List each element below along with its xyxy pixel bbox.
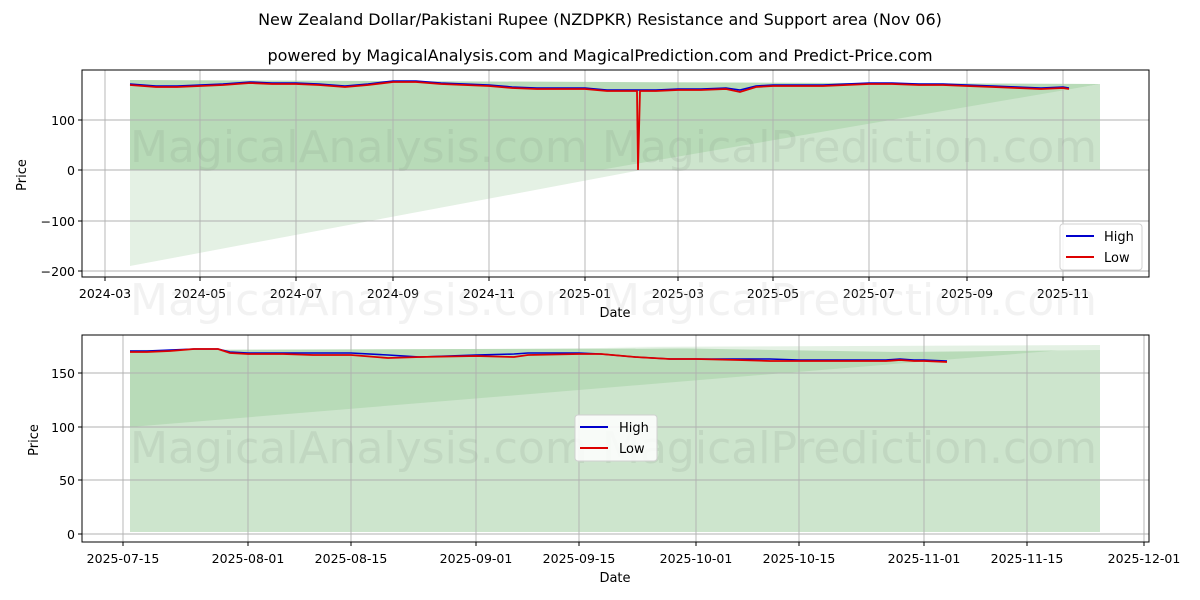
- x-tick-label: 2025-08-01: [212, 551, 285, 566]
- x-tick-label: 2025-07: [843, 286, 895, 301]
- x-tick-label: 2025-08-15: [315, 551, 388, 566]
- x-tick-label: 2025-10-15: [763, 551, 836, 566]
- y-tick-label: 50: [59, 473, 75, 488]
- x-tick-label: 2025-11-01: [888, 551, 961, 566]
- bottom-legend: High Low: [574, 414, 658, 462]
- upper-wedge-light: [600, 345, 1100, 352]
- x-axis-label: Date: [599, 571, 630, 586]
- watermark-prediction: MagicalPrediction.com: [602, 122, 1097, 173]
- y-tick-label: 150: [51, 366, 75, 381]
- x-tick-label: 2025-09-01: [440, 551, 513, 566]
- x-tick-label: 2025-01: [559, 286, 611, 301]
- watermark-analysis: MagicalAnalysis.com: [130, 423, 588, 474]
- top-axes-frame: [81, 69, 1150, 278]
- y-tick-label: 100: [51, 113, 75, 128]
- x-tick-label: 2025-11: [1037, 286, 1089, 301]
- y-tick-label: −200: [41, 264, 75, 279]
- x-tick-label: 2024-09: [367, 286, 419, 301]
- bottom-chart: MagicalAnalysis.com MagicalPrediction.co…: [27, 334, 1181, 586]
- legend-low-label: Low: [619, 442, 645, 457]
- top-tick-marks: [78, 119, 1064, 281]
- legend-low-label: Low: [1104, 251, 1130, 266]
- grid-lines: [82, 70, 1149, 277]
- watermark-analysis-below: MagicalAnalysis.com: [130, 275, 588, 326]
- watermark-prediction-below: MagicalPrediction.com: [602, 275, 1097, 326]
- top-chart: MagicalAnalysis.com MagicalPrediction.co…: [15, 69, 1150, 326]
- x-tick-label: 2025-11-15: [991, 551, 1064, 566]
- y-tick-label: 0: [67, 527, 75, 542]
- high-line: [129, 80, 1070, 91]
- y-axis-label: Price: [27, 424, 42, 456]
- y-tick-label: −100: [41, 214, 75, 229]
- x-tick-label: 2025-09: [941, 286, 993, 301]
- x-tick-label: 2024-11: [463, 286, 515, 301]
- x-tick-label: 2025-10-01: [660, 551, 733, 566]
- bottom-tick-marks: [78, 372, 1145, 546]
- low-line: [129, 81, 1070, 171]
- y-tick-label: 100: [51, 420, 75, 435]
- x-tick-label: 2025-12-01: [1108, 551, 1181, 566]
- watermark-analysis: MagicalAnalysis.com: [130, 122, 588, 173]
- chart-subtitle: powered by MagicalAnalysis.com and Magic…: [267, 46, 933, 65]
- x-tick-label: 2025-05: [747, 286, 799, 301]
- x-tick-label: 2024-07: [270, 286, 322, 301]
- legend-high-label: High: [1104, 230, 1134, 245]
- y-axis-label: Price: [15, 159, 30, 191]
- x-tick-label: 2025-07-15: [87, 551, 160, 566]
- x-axis-label: Date: [599, 306, 630, 321]
- x-tick-label: 2024-03: [79, 286, 131, 301]
- resistance-band: [130, 347, 1100, 427]
- top-legend: High Low: [1059, 223, 1143, 271]
- x-tick-label: 2025-09-15: [543, 551, 616, 566]
- chart-title: New Zealand Dollar/Pakistani Rupee (NZDP…: [258, 10, 942, 29]
- y-tick-label: 0: [67, 163, 75, 178]
- legend-high-label: High: [619, 421, 649, 436]
- support-wedge-upper: [600, 84, 1100, 170]
- watermark-prediction: MagicalPrediction.com: [602, 423, 1097, 474]
- low-line: [130, 348, 948, 363]
- bottom-axes-frame: [81, 334, 1150, 543]
- grid-lines: [82, 335, 1149, 542]
- x-tick-label: 2025-03: [652, 286, 704, 301]
- x-tick-label: 2024-05: [174, 286, 226, 301]
